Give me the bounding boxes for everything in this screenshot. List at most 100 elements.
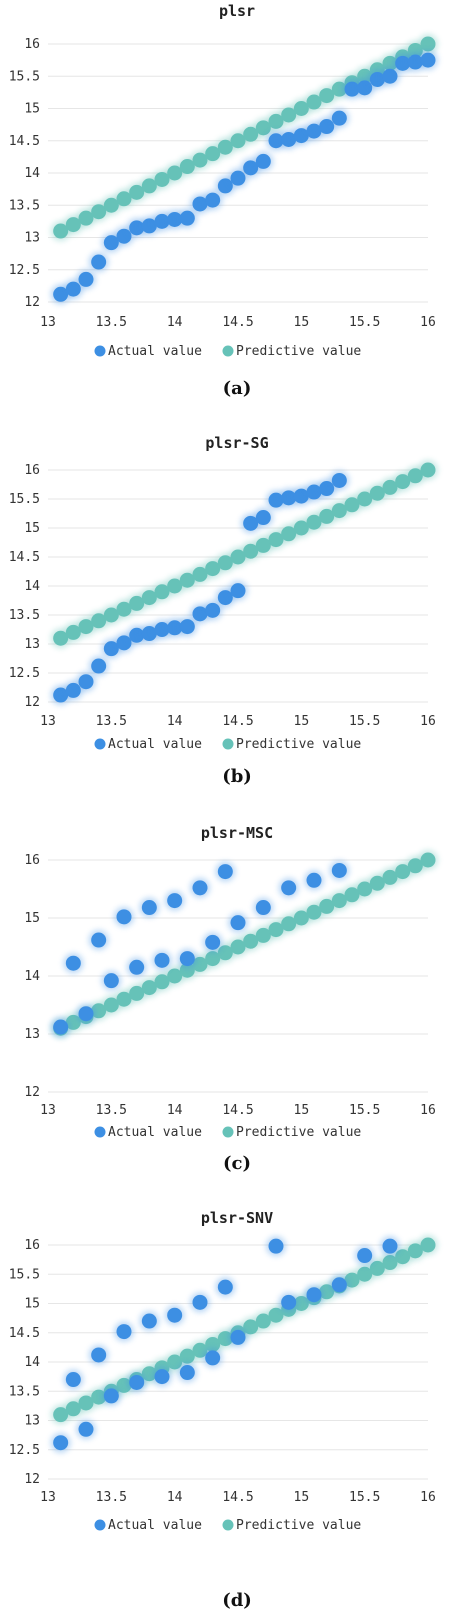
data-point <box>53 1019 69 1035</box>
y-tick-label: 14.5 <box>9 550 40 565</box>
chart-panel-d: plsr-SNV 12 12.5 13 13.5 14 14.5 15 15.5 16 13 13.5… <box>0 1195 474 1595</box>
data-point <box>53 1435 69 1451</box>
data-point <box>255 900 271 916</box>
caption-d: (d) <box>222 1590 252 1611</box>
data-point <box>382 1238 398 1254</box>
x-tick-label: 14.5 <box>222 1490 253 1505</box>
x-tick-label: 15 <box>294 315 310 330</box>
series-actual <box>50 50 438 305</box>
legend-marker-actual <box>94 1126 106 1138</box>
x-tick-label: 16 <box>420 714 436 729</box>
data-point <box>205 934 221 950</box>
data-point <box>179 619 195 635</box>
x-tick-label: 16 <box>420 1490 436 1505</box>
data-point <box>129 959 145 975</box>
y-tick-label: 12 <box>24 695 40 710</box>
chart-title: plsr-MSC <box>201 824 273 842</box>
legend-label-actual: Actual value <box>108 737 202 752</box>
y-tick-label: 13 <box>24 637 40 652</box>
data-point <box>205 192 221 208</box>
chart-title: plsr-SNV <box>201 1209 273 1227</box>
data-point <box>255 510 271 526</box>
data-point <box>420 462 436 478</box>
chart-panel-b: plsr-SG 12 12.5 13 13.5 14 14.5 15 15.5 16 13 13.5 1… <box>0 420 474 790</box>
y-tick-label: 15.5 <box>9 1267 40 1282</box>
data-point <box>217 1279 233 1295</box>
x-tick-label: 13.5 <box>96 714 127 729</box>
series-predictive <box>50 850 438 1039</box>
caption-b: (b) <box>222 766 252 787</box>
data-point <box>420 852 436 868</box>
data-point <box>91 932 107 948</box>
y-tick-label: 12.5 <box>9 666 40 681</box>
x-tick-label: 15 <box>294 1103 310 1118</box>
x-tick-label: 14 <box>167 714 183 729</box>
y-tick-label: 13 <box>24 1027 40 1042</box>
x-tick-label: 16 <box>420 315 436 330</box>
data-point <box>357 80 373 96</box>
y-tick-label: 14.5 <box>9 134 40 149</box>
legend: Actual value Predictive value <box>94 737 361 752</box>
data-point <box>129 1374 145 1390</box>
legend-label-actual: Actual value <box>108 1518 202 1533</box>
y-tick-label: 13.5 <box>9 608 40 623</box>
legend-label-predictive: Predictive value <box>236 1125 361 1140</box>
y-tick-label: 15 <box>24 1297 40 1312</box>
x-tick-label: 14 <box>167 315 183 330</box>
data-point <box>281 1294 297 1310</box>
y-tick-label: 13 <box>24 231 40 246</box>
data-point <box>192 880 208 896</box>
legend-label-predictive: Predictive value <box>236 1518 361 1533</box>
data-point <box>65 682 81 698</box>
data-point <box>331 862 347 878</box>
x-tick-label: 15 <box>294 1490 310 1505</box>
x-tick-label: 16 <box>420 1103 436 1118</box>
data-point <box>268 1238 284 1254</box>
data-point <box>65 281 81 297</box>
data-point <box>116 909 132 925</box>
data-point <box>103 1388 119 1404</box>
series-predictive <box>50 460 438 649</box>
data-point <box>116 1324 132 1340</box>
x-tick-label: 13.5 <box>96 315 127 330</box>
data-point <box>420 1237 436 1253</box>
y-tick-label: 14.5 <box>9 1326 40 1341</box>
x-tick-label: 14.5 <box>222 1103 253 1118</box>
legend-label-actual: Actual value <box>108 344 202 359</box>
x-tick-label: 14 <box>167 1490 183 1505</box>
chart-title: plsr-SG <box>205 434 268 452</box>
y-tick-label: 15.5 <box>9 492 40 507</box>
y-tick-label: 16 <box>24 463 40 478</box>
legend: Actual value Predictive value <box>94 1125 361 1140</box>
data-point <box>116 228 132 244</box>
data-point <box>192 1294 208 1310</box>
legend-marker-predictive <box>222 1519 234 1531</box>
data-point <box>281 880 297 896</box>
x-tick-label: 13.5 <box>96 1490 127 1505</box>
x-tick-label: 15 <box>294 714 310 729</box>
x-tick-label: 13 <box>40 315 56 330</box>
data-point <box>167 1307 183 1323</box>
x-tick-label: 14.5 <box>222 714 253 729</box>
legend-label-actual: Actual value <box>108 1125 202 1140</box>
data-point <box>179 1365 195 1381</box>
legend-label-predictive: Predictive value <box>236 737 361 752</box>
legend-marker-predictive <box>222 1126 234 1138</box>
data-point <box>167 893 183 909</box>
series-actual <box>50 860 350 1038</box>
data-point <box>78 674 94 690</box>
data-point <box>91 254 107 270</box>
y-tick-label: 14 <box>24 1355 40 1370</box>
data-point <box>230 583 246 599</box>
data-point <box>217 864 233 880</box>
y-tick-label: 13 <box>24 1414 40 1429</box>
data-point <box>78 271 94 287</box>
y-tick-label: 15 <box>24 911 40 926</box>
y-tick-label: 15 <box>24 521 40 536</box>
x-tick-label: 13 <box>40 714 56 729</box>
x-tick-label: 15.5 <box>349 1490 380 1505</box>
data-point <box>331 1277 347 1293</box>
x-tick-label: 13 <box>40 1103 56 1118</box>
data-point <box>420 52 436 68</box>
y-tick-label: 16 <box>24 37 40 52</box>
